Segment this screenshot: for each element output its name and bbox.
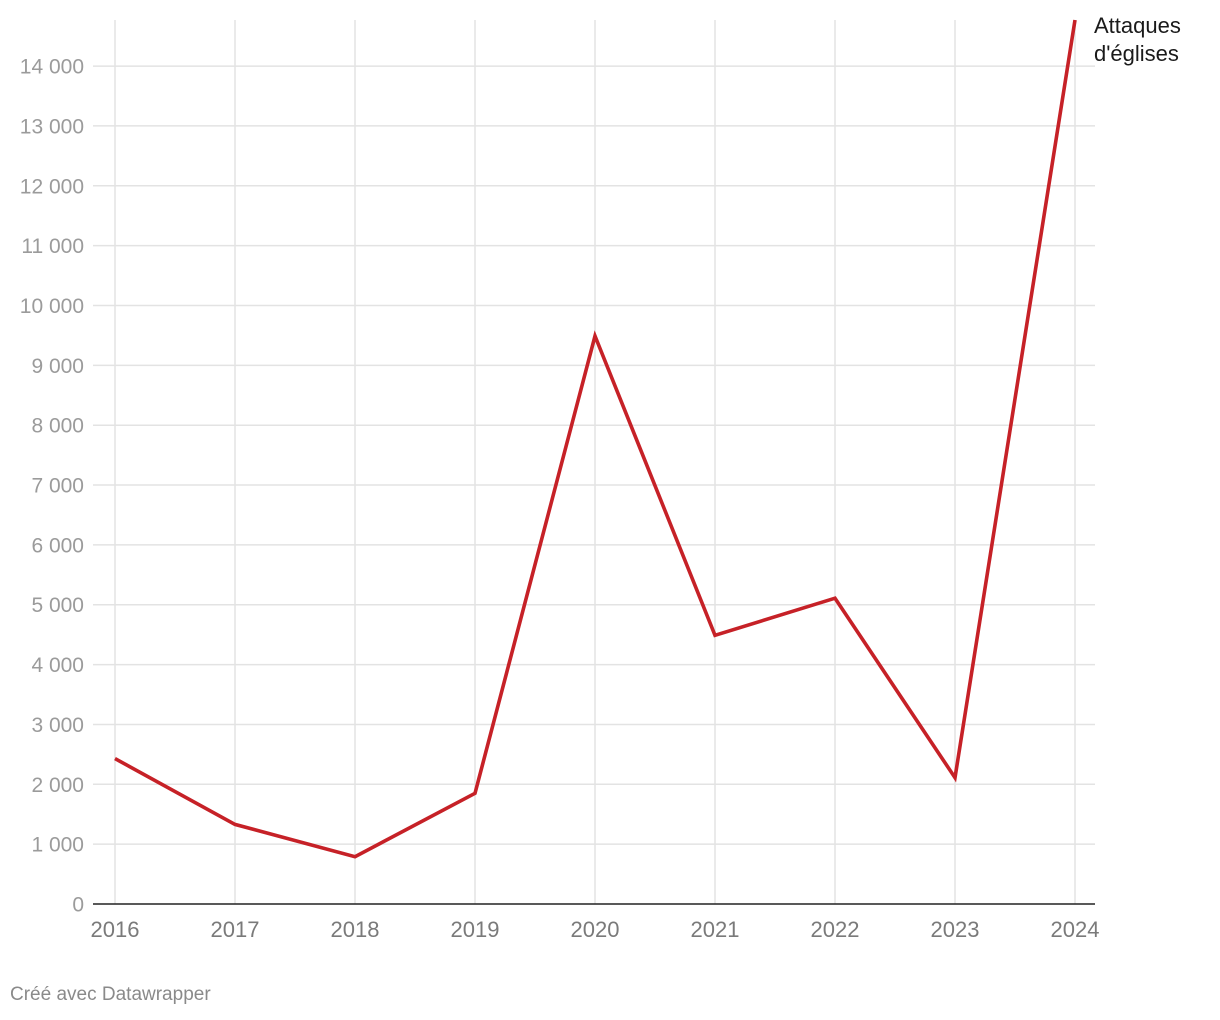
y-tick-label: 0 — [72, 894, 84, 917]
y-tick-label: 5 000 — [31, 594, 84, 617]
x-tick-label: 2019 — [451, 917, 500, 942]
series-label-line: d'églises — [1094, 41, 1179, 66]
x-axis: 2016 2017 2018 2019 2020 2021 2022 2023 2024 — [91, 903, 1100, 942]
y-tick-label: 13 000 — [20, 115, 84, 138]
y-tick-label: 8 000 — [31, 415, 84, 438]
y-tick-label: 2 000 — [31, 774, 84, 797]
y-tick-label: 14 000 — [20, 56, 84, 79]
x-tick-label: 2017 — [211, 917, 260, 942]
x-tick-label: 2018 — [331, 917, 380, 942]
gridlines — [93, 20, 1095, 904]
y-tick-label: 4 000 — [31, 654, 84, 677]
x-tick-label: 2021 — [691, 917, 740, 942]
y-tick-label: 1 000 — [31, 834, 84, 857]
series-line[interactable] — [114, 19, 1077, 859]
series-layer: Attaques d'églises — [114, 13, 1181, 859]
y-tick-label: 6 000 — [31, 534, 84, 557]
y-tick-label: 12 000 — [20, 175, 84, 198]
chart-credit[interactable]: Créé avec Datawrapper — [10, 984, 211, 1005]
y-tick-label: 9 000 — [31, 355, 84, 378]
x-tick-label: 2024 — [1051, 917, 1100, 942]
series-label: Attaques d'églises — [1094, 13, 1181, 66]
x-tick-label: 2020 — [571, 917, 620, 942]
y-tick-label: 7 000 — [31, 475, 84, 498]
y-axis: 0 1 000 2 000 3 000 4 000 5 000 6 000 7 000 8 00… — [20, 56, 84, 917]
y-tick-label: 11 000 — [21, 235, 84, 258]
y-tick-label: 3 000 — [31, 714, 84, 737]
x-tick-label: 2023 — [931, 917, 980, 942]
y-tick-label: 10 000 — [20, 295, 84, 318]
x-tick-label: 2016 — [91, 917, 140, 942]
series-label-line: Attaques — [1094, 13, 1181, 38]
x-tick-label: 2022 — [811, 917, 860, 942]
